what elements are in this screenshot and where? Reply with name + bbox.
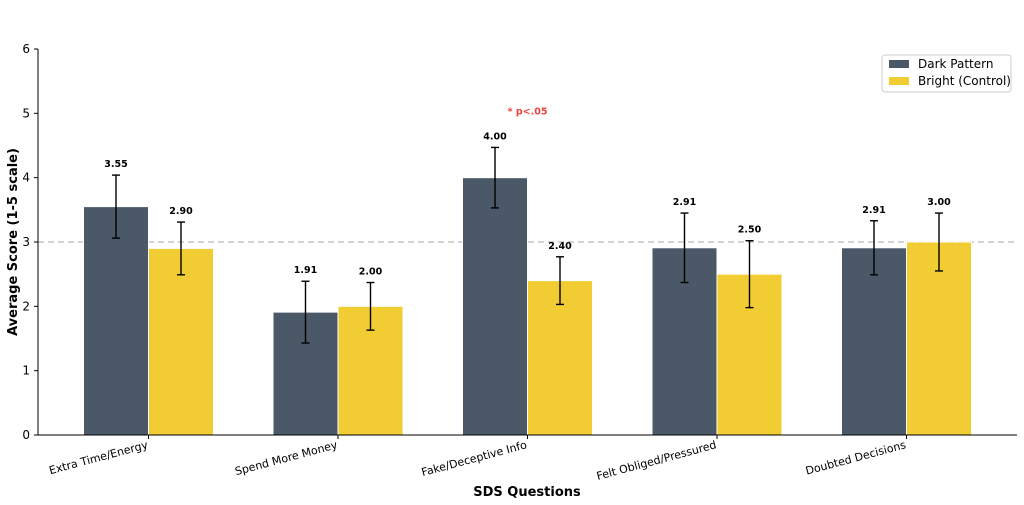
value-label: 1.91 (294, 265, 317, 276)
legend-frame (881, 54, 1012, 93)
value-label: 3.00 (927, 197, 951, 208)
value-label: 2.00 (359, 267, 383, 278)
legend-swatch-dark-pattern (889, 60, 909, 68)
bar-dark-pattern-fake-deceptive-info (462, 177, 528, 436)
y-tick-label: 1 (22, 364, 30, 378)
value-label: 2.90 (169, 206, 193, 217)
x-tick-label-doubted-decisions: Doubted Decisions (804, 438, 907, 477)
value-label: 4.00 (483, 131, 507, 142)
value-label: 2.91 (673, 197, 696, 208)
y-tick-label: 5 (22, 106, 30, 120)
x-tick-label-extra-time-energy: Extra Time/Energy (48, 438, 150, 477)
y-tick-label: 6 (22, 42, 30, 56)
value-label: 2.40 (548, 241, 572, 252)
bar-dark-pattern-extra-time-energy (83, 206, 149, 436)
value-label: 3.55 (104, 159, 127, 170)
x-tick-label-fake-deceptive-info: Fake/Deceptive Info (420, 438, 528, 479)
legend-label-dark-pattern: Dark Pattern (918, 57, 993, 71)
y-tick-label: 0 (22, 428, 30, 442)
y-tick-label: 3 (22, 235, 30, 249)
y-tick-label: 4 (22, 171, 30, 185)
significance-annotation: * p<.05 (508, 106, 548, 117)
bar-bright-control-extra-time-energy (148, 247, 214, 436)
legend-swatch-bright-control (889, 77, 909, 85)
y-tick-label: 2 (22, 299, 30, 313)
legend-label-bright-control: Bright (Control) (918, 74, 1011, 88)
x-tick-label-spend-more-money: Spend More Money (234, 438, 340, 478)
y-axis-title: Average Score (1-5 scale) (6, 148, 21, 336)
value-label: 2.50 (738, 225, 762, 236)
legend: Dark Pattern Bright (Control) (881, 54, 1012, 93)
bar-dark-pattern-doubted-decisions (841, 247, 907, 436)
x-tick-label-felt-obliged-pressured: Felt Obliged/Pressured (595, 438, 718, 483)
x-axis-title: SDS Questions (473, 485, 581, 500)
value-label: 2.91 (862, 205, 885, 216)
